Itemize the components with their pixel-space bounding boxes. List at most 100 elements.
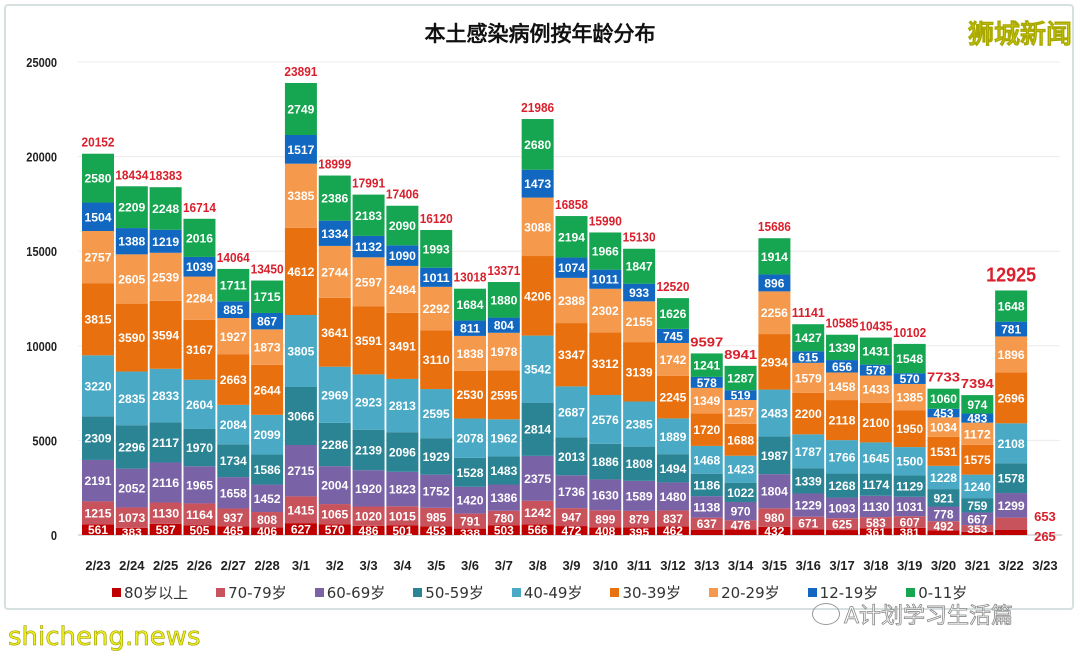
bar-segment [656, 526, 689, 535]
bar-segment [792, 351, 825, 363]
bar-segment [927, 489, 960, 507]
total-label: 18999 [318, 157, 351, 172]
bar-segment [420, 507, 453, 527]
total-label: 21986 [521, 100, 554, 115]
total-label: 10585 [826, 316, 859, 331]
segment-label: 1589 [626, 489, 653, 503]
segment-label: 2099 [254, 428, 281, 442]
y-tick-label: 15000 [26, 244, 57, 259]
site-watermark: shicheng.news [8, 622, 201, 653]
segment-label: 1880 [490, 293, 517, 307]
segment-label: 3167 [186, 343, 213, 357]
segment-label: 1022 [727, 486, 754, 500]
bar-segment [115, 186, 148, 229]
segment-label: 2744 [321, 265, 348, 279]
bar-segment [82, 283, 114, 356]
bar-segment [995, 336, 1028, 373]
bar-segment [961, 413, 994, 423]
legend-swatch [906, 588, 916, 597]
legend-label: 40-49岁 [523, 584, 583, 602]
segment-label: 2096 [389, 445, 416, 459]
x-tick-label: 3/2 [326, 558, 344, 573]
total-label: 7733 [927, 370, 960, 385]
segment-label: 1970 [186, 441, 213, 455]
legend-item: 70-79岁 [216, 582, 287, 603]
segment-label: 2108 [998, 437, 1025, 451]
total-label: 15686 [758, 219, 791, 234]
total-label: 15990 [589, 213, 622, 228]
legend-swatch [610, 588, 620, 597]
bar-segment [217, 268, 250, 302]
segment-label: 921 [934, 491, 954, 505]
bar-segment [623, 301, 656, 343]
segment-label: 2833 [152, 389, 179, 403]
bar-segment [656, 375, 689, 419]
bar-segment [521, 500, 554, 525]
bar-segment [251, 484, 284, 513]
bar-segment [826, 400, 859, 441]
segment-label: 1966 [592, 245, 619, 259]
bar-segment [352, 525, 385, 535]
bar-segment [251, 527, 284, 535]
bar-segment [318, 175, 351, 221]
segment-label: 2302 [592, 304, 619, 318]
bar-segment [217, 404, 250, 445]
total-label: 12925 [986, 264, 1036, 286]
segment-label: 578 [866, 364, 886, 378]
segment-label: 4206 [524, 289, 551, 303]
bar-segment [82, 524, 114, 535]
segment-label: 519 [731, 389, 751, 403]
bar-segment [927, 408, 960, 418]
segment-label: 1299 [998, 499, 1025, 513]
bar-segment [656, 454, 689, 483]
bar-segment [487, 317, 520, 333]
segment-label: 1927 [220, 330, 247, 344]
bar-segment [318, 220, 351, 246]
segment-label: 383 [122, 527, 142, 539]
bar-segment [318, 366, 351, 423]
bar-segment [115, 425, 148, 469]
chart-title: 本土感染病例按年龄分布 [424, 22, 656, 46]
x-tick-label: 3/4 [393, 558, 412, 573]
segment-label: 1339 [795, 474, 822, 488]
bar-segment [555, 475, 588, 509]
bar-segment [859, 495, 892, 518]
legend-label: 12-19岁 [819, 584, 879, 602]
segment-label: 3347 [558, 348, 585, 362]
segment-label: 1896 [998, 348, 1025, 362]
bar-segment [826, 360, 859, 373]
x-tick-label: 2/25 [153, 558, 178, 573]
bar-segment [217, 354, 250, 405]
segment-label: 2090 [389, 219, 416, 233]
segment-label: 2605 [118, 272, 145, 286]
x-tick-label: 3/13 [694, 558, 719, 573]
segment-label: 570 [325, 523, 345, 537]
bar-segment [656, 418, 689, 455]
bar-segment [995, 372, 1028, 424]
bar-segment [724, 482, 757, 502]
bar-segment [386, 245, 419, 266]
segment-label: 1065 [321, 508, 348, 522]
bar-segment [420, 474, 453, 508]
bar-segment [927, 506, 960, 522]
segment-label: 1648 [998, 300, 1025, 314]
segment-label: 3641 [321, 326, 348, 340]
bar-segment [115, 371, 148, 426]
segment-label: 3088 [524, 220, 551, 234]
bar-segment [115, 254, 148, 304]
segment-label: 1060 [930, 392, 957, 406]
bar-segment [352, 194, 385, 236]
bar-segment [521, 455, 554, 501]
segment-label: 486 [359, 524, 379, 538]
segment-label: 2388 [558, 294, 585, 308]
bar-segment [826, 518, 859, 531]
bar-segment [690, 353, 723, 377]
bar-segment [623, 283, 656, 302]
bar-segment [284, 134, 317, 164]
bar-segment [690, 517, 723, 530]
segment-label: 2969 [321, 388, 348, 402]
bar-segment [149, 422, 182, 463]
bar-segment [859, 517, 892, 529]
segment-label: 2100 [862, 416, 889, 430]
legend-swatch [413, 588, 423, 597]
